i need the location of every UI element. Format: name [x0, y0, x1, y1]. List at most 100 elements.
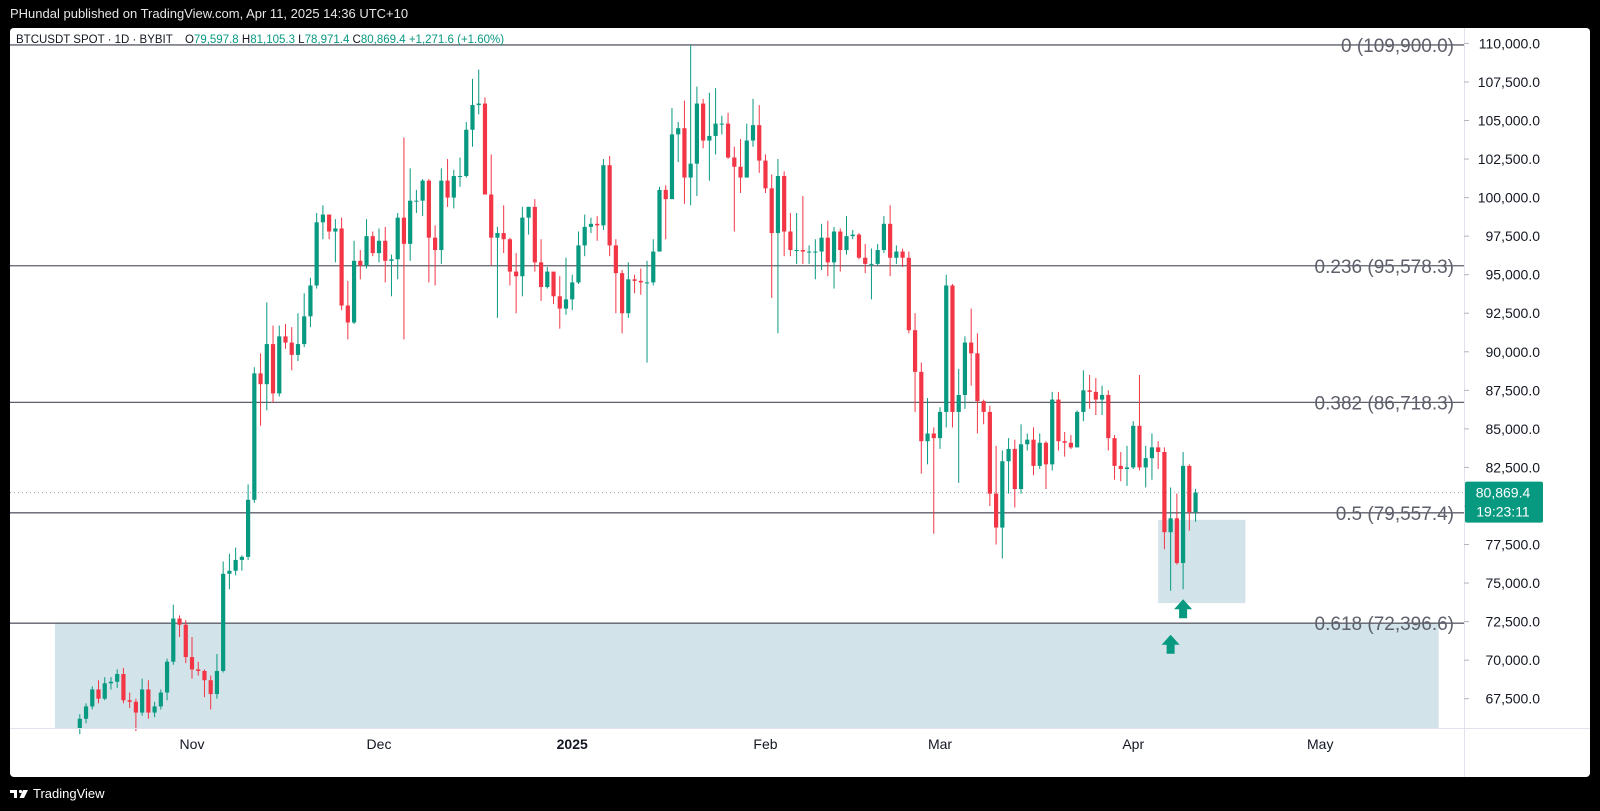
candle — [1062, 431, 1067, 457]
candle — [476, 69, 481, 115]
arrow-up-icon — [1174, 599, 1193, 619]
candle — [308, 277, 313, 328]
candle — [364, 219, 369, 269]
candle — [289, 327, 294, 371]
candle-body — [775, 176, 781, 234]
candle-body — [470, 105, 475, 130]
candle-body — [171, 618, 176, 662]
candle — [975, 333, 980, 434]
candle-body — [327, 214, 332, 232]
candle-body — [376, 240, 382, 254]
tradingview-brand[interactable]: TradingView — [10, 786, 105, 801]
candle — [283, 324, 288, 349]
candle-body — [669, 134, 675, 200]
candle — [707, 92, 712, 181]
candle — [1193, 488, 1198, 522]
candle — [769, 174, 774, 298]
candle-body — [900, 251, 905, 258]
candle-body — [981, 401, 986, 412]
candle — [295, 313, 301, 362]
candle-body — [950, 285, 955, 412]
candle-body — [844, 236, 849, 251]
candle — [158, 689, 163, 710]
candle — [408, 168, 413, 261]
candle — [214, 653, 220, 699]
candle-body — [246, 499, 251, 557]
candle — [1075, 410, 1080, 448]
candle — [881, 216, 886, 254]
candle-body — [576, 245, 581, 283]
candle — [570, 274, 575, 311]
candle-body — [757, 125, 762, 161]
price-tick-label: 85,000.0 — [1486, 421, 1541, 437]
candle-body — [146, 689, 151, 713]
candle-body — [433, 237, 438, 251]
candle-body — [1093, 391, 1098, 400]
candle-body — [264, 344, 269, 385]
candle — [1025, 433, 1030, 451]
candle — [1112, 435, 1117, 480]
candle — [1149, 433, 1155, 480]
candle-body — [551, 271, 556, 297]
candle — [919, 362, 924, 474]
candle-body — [601, 165, 606, 226]
time-tick-label: 2025 — [557, 736, 588, 752]
candle — [725, 112, 731, 160]
candle-body — [676, 128, 681, 135]
candle — [1156, 441, 1161, 469]
candle-body — [302, 316, 307, 345]
candle-body — [644, 282, 650, 284]
candle — [277, 325, 282, 397]
candle — [557, 276, 562, 329]
candle-body — [507, 239, 512, 272]
price-axis[interactable]: 67,500.0 70,000.0 72,500.0 75,000.0 77,500.0… — [1464, 28, 1590, 777]
candle-body — [1031, 439, 1036, 466]
candle-body — [445, 180, 450, 198]
candle-body — [83, 706, 89, 719]
candle — [1050, 391, 1055, 471]
candle — [1000, 450, 1005, 559]
candle — [987, 405, 992, 506]
candle-body — [800, 250, 805, 252]
candle — [1118, 452, 1123, 482]
candle — [1131, 421, 1136, 469]
price-chart[interactable]: 0 (109,900.0) 0.236 (95,578.3) 0.382 (86,7… — [10, 28, 1590, 777]
candle-body — [738, 166, 743, 178]
chart-panel[interactable]: 0 (109,900.0) 0.236 (95,578.3) 0.382 (86,7… — [10, 28, 1590, 777]
candle — [401, 137, 407, 340]
candle-body — [557, 296, 562, 309]
candle-body — [514, 271, 519, 277]
candle — [1037, 433, 1042, 469]
candle — [470, 78, 475, 147]
tradingview-logo-icon — [10, 789, 28, 798]
candle-body — [570, 282, 575, 300]
candle-body — [651, 251, 656, 283]
candle-body — [1193, 492, 1198, 513]
arrow-up-icon — [1161, 634, 1180, 654]
candle — [1187, 464, 1192, 531]
candle — [825, 220, 830, 277]
time-axis[interactable]: Nov Dec 2025 Feb Mar Apr May — [10, 728, 1590, 753]
candle — [520, 206, 525, 297]
open-label: O — [184, 34, 194, 46]
symbol-name[interactable]: BTCUSDT SPOT · 1D · BYBIT — [16, 34, 173, 46]
candle — [457, 157, 463, 187]
candle-body — [1118, 465, 1123, 469]
candle-body — [962, 342, 968, 395]
candle-body — [196, 669, 201, 671]
candle — [171, 604, 176, 665]
candle-body — [320, 214, 325, 223]
candle — [576, 231, 581, 284]
candle — [863, 243, 868, 274]
candle-body — [1156, 447, 1161, 453]
candle-body — [894, 251, 899, 258]
candle — [90, 686, 95, 710]
candle-body — [1050, 399, 1055, 465]
candle — [376, 228, 382, 263]
candle — [538, 239, 544, 301]
candle-body — [1099, 394, 1105, 400]
candle-body — [881, 223, 886, 251]
candle — [1012, 439, 1017, 508]
candle — [127, 692, 132, 708]
price-tick-label: 92,500.0 — [1486, 305, 1541, 321]
